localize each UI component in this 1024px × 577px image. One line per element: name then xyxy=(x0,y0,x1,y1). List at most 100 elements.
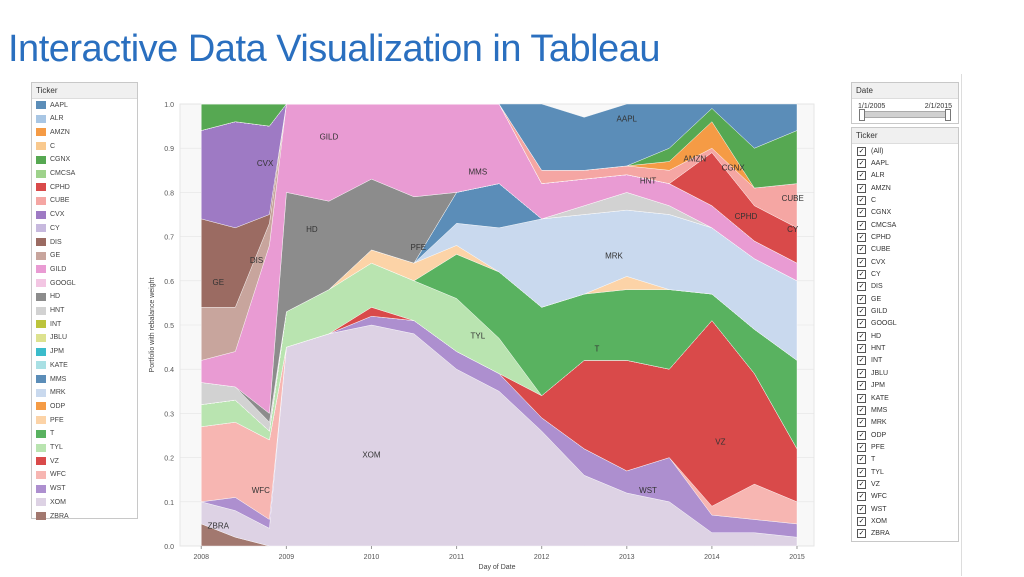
checkbox-checked-icon[interactable]: ✓ xyxy=(857,220,866,230)
ticker-filter-item[interactable]: ✓ CVX xyxy=(857,256,885,268)
checkbox-checked-icon[interactable]: ✓ xyxy=(857,381,866,391)
ticker-filter-item[interactable]: ✓ CMCSA xyxy=(857,219,896,231)
ticker-filter-item[interactable]: ✓ ALR xyxy=(857,170,885,182)
legend-item[interactable]: PFE xyxy=(36,414,64,426)
legend-item[interactable]: C xyxy=(36,140,55,152)
checkbox-checked-icon[interactable]: ✓ xyxy=(857,344,866,354)
legend-item[interactable]: CY xyxy=(36,222,60,234)
legend-item[interactable]: CGNX xyxy=(36,154,70,166)
checkbox-checked-icon[interactable]: ✓ xyxy=(857,393,866,403)
checkbox-checked-icon[interactable]: ✓ xyxy=(857,294,866,304)
checkbox-checked-icon[interactable]: ✓ xyxy=(857,232,866,242)
checkbox-checked-icon[interactable]: ✓ xyxy=(857,479,866,489)
ticker-filter[interactable]: Ticker ✓ (All) ✓ AAPL ✓ ALR ✓ AMZN ✓ C ✓ CGNX ✓ CMCSA… xyxy=(851,127,959,542)
checkbox-checked-icon[interactable]: ✓ xyxy=(857,430,866,440)
ticker-filter-item[interactable]: ✓ AMZN xyxy=(857,182,891,194)
checkbox-checked-icon[interactable]: ✓ xyxy=(857,195,866,205)
chart-canvas[interactable]: 0.0 0.1 0.2 0.3 0.4 0.5 0.6 0.7 0.8 0.9 1.0 2008 200… xyxy=(144,82,844,572)
ticker-filter-item[interactable]: ✓ HD xyxy=(857,330,881,342)
ticker-filter-item[interactable]: ✓ CGNX xyxy=(857,207,891,219)
legend-item[interactable]: JPM xyxy=(36,346,64,358)
legend-item[interactable]: HNT xyxy=(36,305,64,317)
checkbox-checked-icon[interactable]: ✓ xyxy=(857,146,866,156)
checkbox-checked-icon[interactable]: ✓ xyxy=(857,442,866,452)
checkbox-checked-icon[interactable]: ✓ xyxy=(857,467,866,477)
legend-item[interactable]: CMCSA xyxy=(36,168,75,180)
ticker-filter-item[interactable]: ✓ INT xyxy=(857,355,882,367)
legend-item[interactable]: ZBRA xyxy=(36,510,69,522)
legend-item[interactable]: TYL xyxy=(36,442,63,454)
ticker-filter-item[interactable]: ✓ JBLU xyxy=(857,367,888,379)
legend-item[interactable]: ALR xyxy=(36,113,64,125)
checkbox-checked-icon[interactable]: ✓ xyxy=(857,282,866,292)
ticker-filter-item[interactable]: ✓ (All) xyxy=(857,145,883,157)
legend-item[interactable]: MMS xyxy=(36,373,66,385)
ticker-filter-item[interactable]: ✓ VZ xyxy=(857,478,880,490)
ticker-filter-item[interactable]: ✓ PFE xyxy=(857,441,885,453)
ticker-filter-item[interactable]: ✓ CPHD xyxy=(857,231,891,243)
ticker-filter-item[interactable]: ✓ CY xyxy=(857,269,881,281)
checkbox-checked-icon[interactable]: ✓ xyxy=(857,307,866,317)
ticker-filter-item[interactable]: ✓ GILD xyxy=(857,306,887,318)
checkbox-checked-icon[interactable]: ✓ xyxy=(857,368,866,378)
checkbox-checked-icon[interactable]: ✓ xyxy=(857,504,866,514)
checkbox-checked-icon[interactable]: ✓ xyxy=(857,529,866,539)
legend-item[interactable]: GE xyxy=(36,250,60,262)
legend-item[interactable]: DIS xyxy=(36,236,62,248)
ticker-filter-item[interactable]: ✓ GOOGL xyxy=(857,318,897,330)
ticker-filter-item[interactable]: ✓ DIS xyxy=(857,281,883,293)
checkbox-checked-icon[interactable]: ✓ xyxy=(857,245,866,255)
checkbox-checked-icon[interactable]: ✓ xyxy=(857,492,866,502)
legend-item[interactable]: CPHD xyxy=(36,181,70,193)
date-slider-start-handle[interactable] xyxy=(859,109,865,121)
ticker-filter-item[interactable]: ✓ T xyxy=(857,454,875,466)
legend-item[interactable]: XOM xyxy=(36,496,66,508)
legend-item[interactable]: KATE xyxy=(36,359,68,371)
checkbox-checked-icon[interactable]: ✓ xyxy=(857,356,866,366)
ticker-filter-item[interactable]: ✓ MRK xyxy=(857,417,887,429)
legend-item[interactable]: WFC xyxy=(36,469,66,481)
legend-item[interactable]: GILD xyxy=(36,263,66,275)
ticker-filter-item[interactable]: ✓ XOM xyxy=(857,516,887,528)
ticker-filter-item[interactable]: ✓ CUBE xyxy=(857,244,890,256)
legend-item[interactable]: HD xyxy=(36,291,60,303)
checkbox-checked-icon[interactable]: ✓ xyxy=(857,331,866,341)
legend-item[interactable]: ODP xyxy=(36,400,65,412)
checkbox-checked-icon[interactable]: ✓ xyxy=(857,319,866,329)
ticker-filter-item[interactable]: ✓ WST xyxy=(857,503,887,515)
legend-item[interactable]: INT xyxy=(36,318,61,330)
date-slider-end-handle[interactable] xyxy=(945,109,951,121)
legend-item[interactable]: WST xyxy=(36,483,66,495)
ticker-filter-item[interactable]: ✓ TYL xyxy=(857,466,884,478)
checkbox-checked-icon[interactable]: ✓ xyxy=(857,418,866,428)
date-filter[interactable]: Date 1/1/2005 2/1/2015 xyxy=(851,82,959,124)
checkbox-checked-icon[interactable]: ✓ xyxy=(857,517,866,526)
legend-item[interactable]: AMZN xyxy=(36,126,70,138)
checkbox-checked-icon[interactable]: ✓ xyxy=(857,208,866,218)
ticker-filter-item[interactable]: ✓ ZBRA xyxy=(857,528,890,540)
ticker-filter-item[interactable]: ✓ ODP xyxy=(857,429,886,441)
checkbox-checked-icon[interactable]: ✓ xyxy=(857,405,866,415)
legend-item[interactable]: AAPL xyxy=(36,99,68,111)
ticker-filter-item[interactable]: ✓ AAPL xyxy=(857,157,889,169)
legend-item[interactable]: JBLU xyxy=(36,332,67,344)
ticker-filter-item[interactable]: ✓ JPM xyxy=(857,380,885,392)
legend-item[interactable]: MRK xyxy=(36,387,66,399)
ticker-filter-item[interactable]: ✓ HNT xyxy=(857,343,885,355)
legend-item[interactable]: VZ xyxy=(36,455,59,467)
date-range-slider[interactable] xyxy=(859,109,951,121)
legend-item[interactable]: CVX xyxy=(36,209,64,221)
ticker-filter-item[interactable]: ✓ MMS xyxy=(857,404,887,416)
checkbox-checked-icon[interactable]: ✓ xyxy=(857,455,866,465)
legend-item[interactable]: CUBE xyxy=(36,195,69,207)
ticker-filter-item[interactable]: ✓ C xyxy=(857,194,876,206)
area-series-aapl[interactable] xyxy=(201,103,798,171)
checkbox-checked-icon[interactable]: ✓ xyxy=(857,257,866,267)
checkbox-checked-icon[interactable]: ✓ xyxy=(857,270,866,279)
checkbox-checked-icon[interactable]: ✓ xyxy=(857,183,866,193)
checkbox-checked-icon[interactable]: ✓ xyxy=(857,171,866,181)
stacked-area-chart[interactable]: 0.0 0.1 0.2 0.3 0.4 0.5 0.6 0.7 0.8 0.9 1.0 2008 200… xyxy=(144,82,844,572)
ticker-filter-item[interactable]: ✓ WFC xyxy=(857,491,887,503)
legend-item[interactable]: T xyxy=(36,428,54,440)
checkbox-checked-icon[interactable]: ✓ xyxy=(857,158,866,168)
